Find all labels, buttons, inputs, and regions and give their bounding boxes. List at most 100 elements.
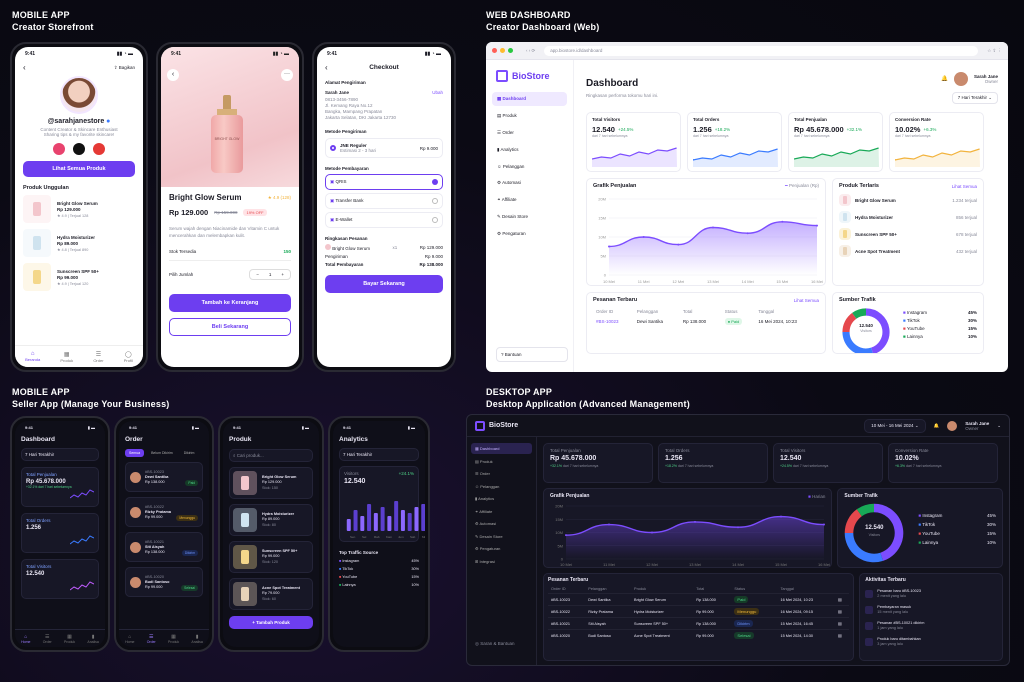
nav-item-beranda[interactable]: ⌂ Beranda — [25, 351, 41, 362]
quantity-stepper[interactable]: − 1 + — [249, 269, 291, 280]
minimize-dot[interactable] — [500, 48, 505, 53]
web-nav-item-desain-store[interactable]: ✎ Desain Store — [497, 214, 529, 219]
top-product-row[interactable]: Bright Glow Serum 1.234 terjual — [839, 194, 977, 206]
analytics-range-select[interactable]: 7 Hari Terakhir — [339, 448, 419, 461]
web-nav-item-analytics[interactable]: ▮ Analytics — [497, 147, 519, 152]
payment-option[interactable]: ▣ Transfer Bank — [325, 193, 443, 209]
seller-product-item[interactable]: Acne Spot Treatment Rp 79.000 Stok: 60 — [229, 578, 313, 610]
help-link[interactable]: ◎ Saran & Bantuan — [475, 641, 515, 646]
edit-address-link[interactable]: Ubah — [432, 90, 443, 95]
desktop-nav-item-pelanggan[interactable]: ☺ Pelanggan — [475, 483, 500, 489]
product-card[interactable]: Hydra Moisturizer Rp 89.000 ★ 4.8 | Terjua… — [23, 229, 135, 257]
radio-icon[interactable] — [432, 179, 438, 185]
product-card[interactable]: Bright Glow Serum Rp 129.000 ★ 4.9 | Terju… — [23, 195, 135, 223]
add-to-cart-button[interactable]: Tambah ke Keranjang — [169, 294, 291, 312]
nav-item-produk[interactable]: ▦ Produk — [60, 351, 74, 363]
nav-item-order[interactable]: ☰ Order — [93, 351, 104, 363]
view-all-orders-link[interactable]: Lihat Semua — [793, 297, 819, 303]
activity-item[interactable]: Pesanan #BS-10021 dikirim 1 jam yang lalu — [865, 621, 997, 631]
seller-nav-item[interactable]: ▮ Analisa — [87, 633, 99, 644]
help-button[interactable]: ? Bantuan — [496, 347, 568, 362]
product-card[interactable]: Sunscreen SPF 50+ Rp 99.000 ★ 4.9 | Terjua… — [23, 263, 135, 291]
back-icon[interactable]: ‹ — [23, 63, 26, 72]
radio-icon[interactable] — [432, 217, 438, 223]
payment-option[interactable]: ▣ E-Wallet — [325, 212, 443, 228]
seller-range-select[interactable]: 7 Hari Terakhir — [21, 448, 99, 461]
seller-product-item[interactable]: Sunscreen SPF 50+ Rp 99.000 Stok: 120 — [229, 541, 313, 573]
table-row[interactable]: #BS-10021 Siti Aisyah Sunscreen SPF 50+ Rp … — [548, 617, 850, 630]
tiktok-icon[interactable] — [73, 143, 85, 155]
desktop-nav-item-analytics[interactable]: ▮ Analytics — [475, 496, 495, 501]
table-row[interactable]: #BS-10022 Rizky Pratama Hydra Moisturizer R… — [548, 605, 850, 618]
desktop-nav-item-produk[interactable]: ▤ Produk — [475, 458, 493, 464]
desktop-nav-item-pengaturan[interactable]: ⚙ Pengaturan — [475, 546, 501, 551]
more-icon[interactable]: ··· — [281, 69, 293, 81]
date-range-select[interactable]: 7 Hari Terakhir ⌄ — [951, 92, 998, 104]
seller-nav-item[interactable]: ▦ Produk — [168, 633, 180, 644]
desktop-nav-item-automasi[interactable]: ⚙ Automasi — [475, 521, 497, 526]
web-nav-item-pengaturan[interactable]: ⚙ Pengaturan — [497, 231, 526, 236]
back-icon[interactable]: ‹ — [325, 63, 328, 72]
web-nav-item-order[interactable]: ☰ Order — [497, 130, 514, 135]
avatar[interactable] — [953, 72, 968, 86]
seller-nav-item[interactable]: ⌂ Home — [21, 633, 31, 644]
view-all-top-link[interactable]: Lihat Semua — [951, 183, 977, 189]
row-action-icon[interactable]: ▤ — [837, 598, 842, 602]
top-product-row[interactable]: Sunscreen SPF 50+ 678 terjual — [839, 228, 977, 240]
web-nav-item-affiliate[interactable]: ⚭ Affiliate — [497, 197, 517, 202]
add-product-button[interactable]: + Tambah Produk — [229, 616, 313, 629]
buy-now-button[interactable]: Beli Sekarang — [169, 318, 291, 336]
seller-stat-card[interactable]: Total Visitors 12.540 — [21, 559, 99, 599]
desktop-nav-item-desain-store[interactable]: ✎ Desain Store — [475, 533, 503, 539]
web-nav-item-pelanggan[interactable]: ☺ Pelanggan — [497, 164, 525, 169]
qty-plus-button[interactable]: + — [281, 272, 284, 277]
table-row[interactable]: #BS-10020 Budi Santoso Acne Spot Treatment… — [548, 629, 850, 642]
web-nav-item-produk[interactable]: ▤ Produk — [497, 113, 517, 118]
activity-item[interactable]: Pesanan baru #BS-10023 2 menit yang lalu — [865, 589, 997, 599]
web-nav-item-dashboard[interactable]: ▦ Dashboard — [492, 92, 567, 106]
table-row[interactable]: #BS-10023 Dewi Santika Rp 138.000 ● Paid 16 … — [596, 318, 797, 325]
desktop-nav-item-affiliate[interactable]: ⚭ Affiliate — [475, 508, 493, 514]
top-product-row[interactable]: Hydra Moisturizer 856 terjual — [839, 211, 977, 223]
pay-now-button[interactable]: Bayar Sekarang — [325, 275, 443, 293]
seller-nav-item[interactable]: ☰ Order — [146, 633, 156, 644]
seller-stat-card[interactable]: Total Orders 1.256 — [21, 513, 99, 553]
row-action-icon[interactable]: ▤ — [837, 634, 842, 638]
radio-selected-icon[interactable] — [330, 145, 336, 151]
order-tab[interactable]: Belum Dikirim — [151, 451, 173, 455]
product-search-input[interactable]: ⌕ Cari produk... — [229, 449, 313, 462]
seller-product-item[interactable]: Bright Glow Serum Rp 129.000 Stok: 150 — [229, 467, 313, 499]
order-item[interactable]: #BS-10022 Rizky Pratama Rp 99.000 Menunggu — [125, 497, 203, 527]
top-product-row[interactable]: Acne Spot Treatment 432 terjual — [839, 245, 977, 257]
desktop-nav-item-dashboard[interactable]: ▦ Dashboard — [471, 443, 532, 454]
seller-nav-item[interactable]: ▦ Produk — [64, 633, 76, 644]
bell-icon[interactable]: 🔔 — [933, 422, 940, 428]
radio-icon[interactable] — [432, 198, 438, 204]
order-tab[interactable]: Dikirim — [183, 451, 195, 455]
payment-option[interactable]: ▣ QRIS — [325, 174, 443, 190]
share-button[interactable]: ⇪ Bagikan — [113, 64, 135, 70]
view-all-products-button[interactable]: Lihat Semua Produk — [23, 161, 135, 177]
order-item[interactable]: #BS-10020 Budi Santoso Rp 99.000 Selesai — [125, 567, 203, 597]
shipping-option[interactable]: JNE Reguler Estimasi 2 - 3 hari Rp 9.000 — [325, 138, 443, 158]
seller-stat-card[interactable]: Total Penjualan Rp 45.678.000 +32.1% dari … — [21, 467, 99, 507]
table-row[interactable]: #BS-10023 Dewi Santika Bright Glow Serum Rp… — [548, 593, 850, 606]
order-tab[interactable]: Semua — [125, 449, 145, 457]
close-dot[interactable] — [492, 48, 497, 53]
seller-nav-item[interactable]: ⌂ Home — [125, 633, 135, 644]
row-action-icon[interactable]: ▤ — [837, 622, 842, 626]
address-bar[interactable]: app.biostore.id/dashboard — [544, 45, 979, 56]
seller-nav-item[interactable]: ▮ Analisa — [191, 633, 203, 644]
youtube-icon[interactable] — [93, 143, 105, 155]
back-button[interactable]: ‹ — [167, 69, 179, 81]
row-action-icon[interactable]: ▤ — [837, 610, 842, 614]
seller-product-item[interactable]: Hydra Moisturizer Rp 89.000 Stok: 80 — [229, 504, 313, 536]
maximize-dot[interactable] — [508, 48, 513, 53]
bell-icon[interactable]: 🔔 — [941, 76, 948, 82]
nav-item-profil[interactable]: ◯ Profil — [123, 351, 133, 363]
desktop-nav-item-order[interactable]: ☰ Order — [475, 471, 490, 476]
desktop-nav-item-integrasi[interactable]: ⊞ Integrasi — [475, 558, 495, 564]
web-nav-item-automasi[interactable]: ⚙ Automasi — [497, 180, 521, 185]
avatar[interactable] — [947, 420, 958, 431]
desktop-date-range[interactable]: 10 Mei - 16 Mei 2024 ⌄ — [864, 418, 926, 433]
